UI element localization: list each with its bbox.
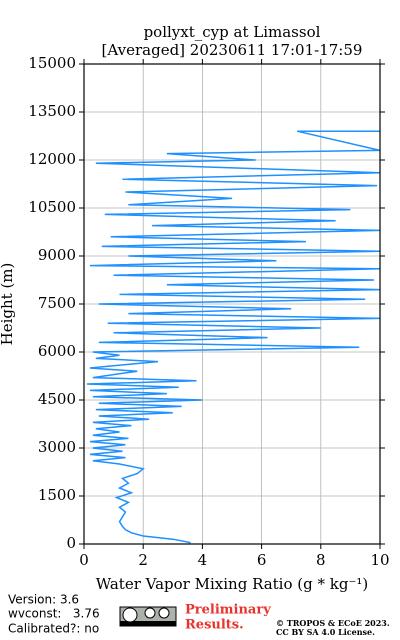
- cc-logo: [119, 606, 177, 627]
- wvconst: wvconst: 3.76: [8, 607, 100, 621]
- y-tick-label: 1500: [38, 486, 76, 504]
- x-tick-label: 2: [138, 551, 148, 569]
- x-tick-label: 0: [79, 551, 89, 569]
- y-tick-label: 6000: [38, 342, 76, 360]
- x-tick-label: 10: [370, 551, 389, 569]
- license: CC BY SA 4.0 License.: [276, 627, 375, 637]
- calibrated: Calibrated?: no: [8, 622, 99, 636]
- y-tick-label: 0: [66, 534, 76, 552]
- y-tick-label: 7500: [38, 294, 76, 312]
- x-tick-label: 4: [198, 551, 208, 569]
- data-line: [86, 130, 381, 544]
- preliminary: Preliminary: [185, 603, 271, 618]
- y-tick-label: 13500: [28, 102, 76, 120]
- y-axis-label: Height (m): [0, 263, 16, 346]
- x-tick-label: 8: [316, 551, 326, 569]
- y-tick-label: 9000: [38, 246, 76, 264]
- chart-title: pollyxt_cyp at Limassol: [144, 23, 321, 41]
- y-tick-label: 3000: [38, 438, 76, 456]
- y-tick-label: 15000: [28, 54, 76, 72]
- preliminary: Results.: [185, 618, 244, 633]
- x-axis-label: Water Vapor Mixing Ratio (g * kg⁻¹): [96, 575, 368, 593]
- x-tick-label: 6: [257, 551, 267, 569]
- plot-frame: [83, 63, 381, 545]
- y-tick-label: 4500: [38, 390, 76, 408]
- y-tick-label: 12000: [28, 150, 76, 168]
- y-tick-label: 10500: [28, 198, 76, 216]
- license: © TROPOS & ECoE 2023.: [276, 618, 390, 628]
- version: Version: 3.6: [8, 593, 79, 607]
- chart-subtitle: [Averaged] 20230611 17:01-17:59: [102, 41, 363, 59]
